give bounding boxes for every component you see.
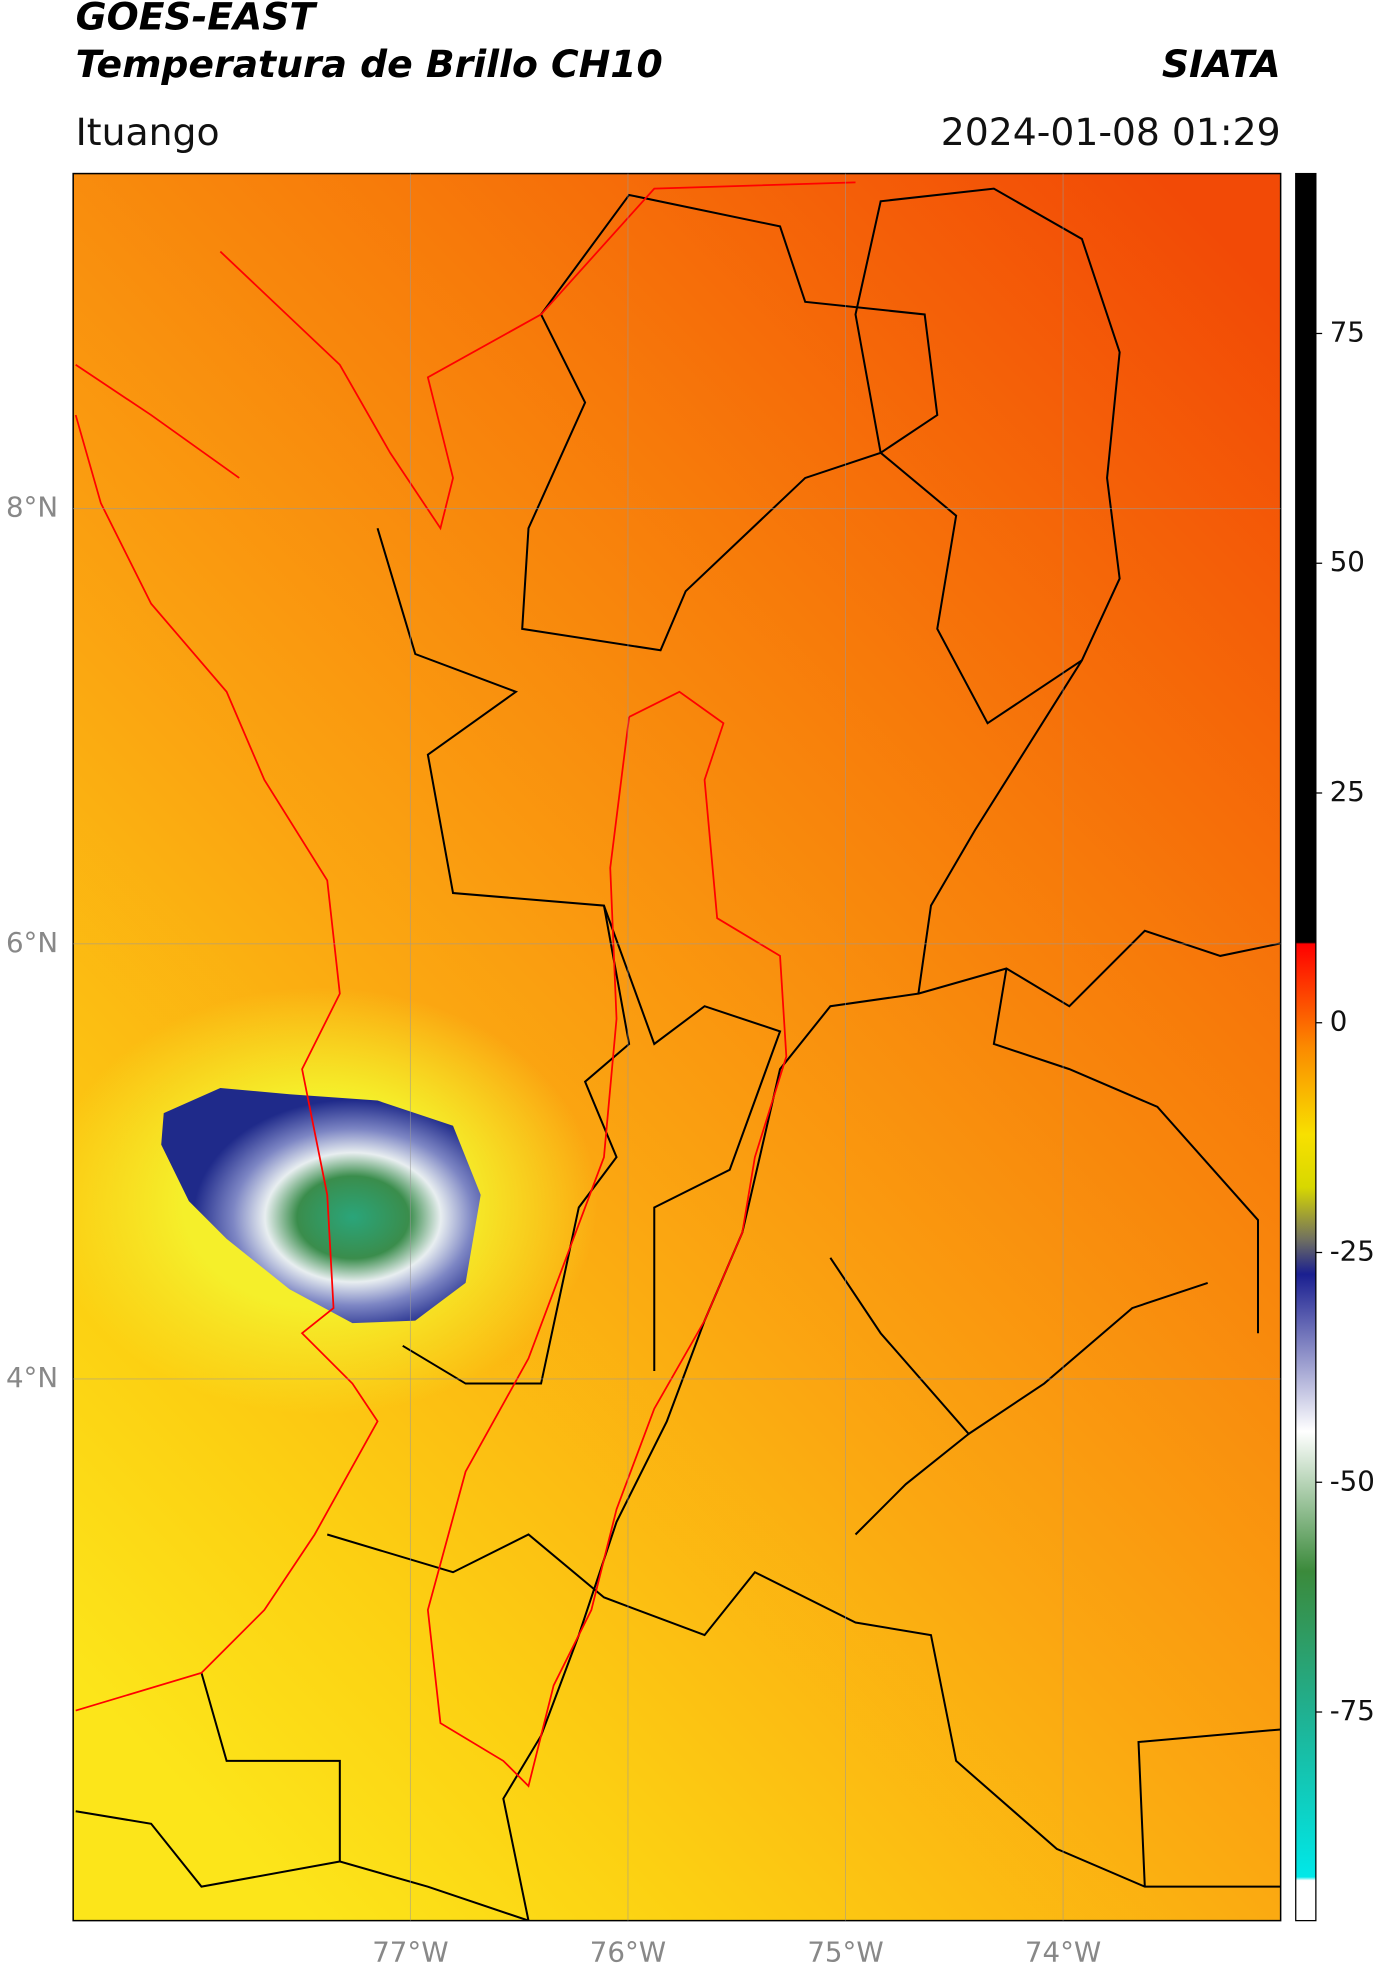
red-boundaries <box>74 181 856 1788</box>
colorbar <box>1295 172 1317 1922</box>
brand: SIATA <box>1162 42 1281 86</box>
colorbar-tick-label: 25 <box>1330 775 1365 808</box>
subtitle: Temperatura de Brillo CH10 <box>76 42 663 86</box>
x-tick-label: 75°W <box>807 1935 883 1968</box>
map-frame <box>72 172 1282 1922</box>
y-tick-label: 6°N <box>6 926 58 959</box>
colorbar-tick-label: 0 <box>1330 1005 1348 1038</box>
colorbar-tick-label: 50 <box>1330 545 1365 578</box>
ticks: 77°W 76°W 75°W 74°W 8°N 6°N 4°N 75 50 25 0 -25 -50 -7… <box>6 173 1375 1968</box>
colorbar-tick-label: -50 <box>1330 1464 1375 1497</box>
colorbar-tick-label: -75 <box>1330 1694 1375 1727</box>
cloud <box>161 1087 481 1324</box>
title: GOES-EAST <box>76 0 319 38</box>
y-tick-label: 8°N <box>6 491 58 524</box>
x-tick-label: 76°W <box>590 1935 666 1968</box>
x-tick-label: 74°W <box>1025 1935 1101 1968</box>
x-tick-label: 77°W <box>372 1935 448 1968</box>
map <box>73 173 1281 1921</box>
colorbar-tick-label: 75 <box>1330 315 1365 348</box>
y-tick-label: 4°N <box>6 1361 58 1394</box>
colorbar-tick-label: -25 <box>1330 1235 1375 1268</box>
location: Ituango <box>76 110 220 154</box>
datetime: 2024-01-08 01:29 <box>941 110 1281 154</box>
